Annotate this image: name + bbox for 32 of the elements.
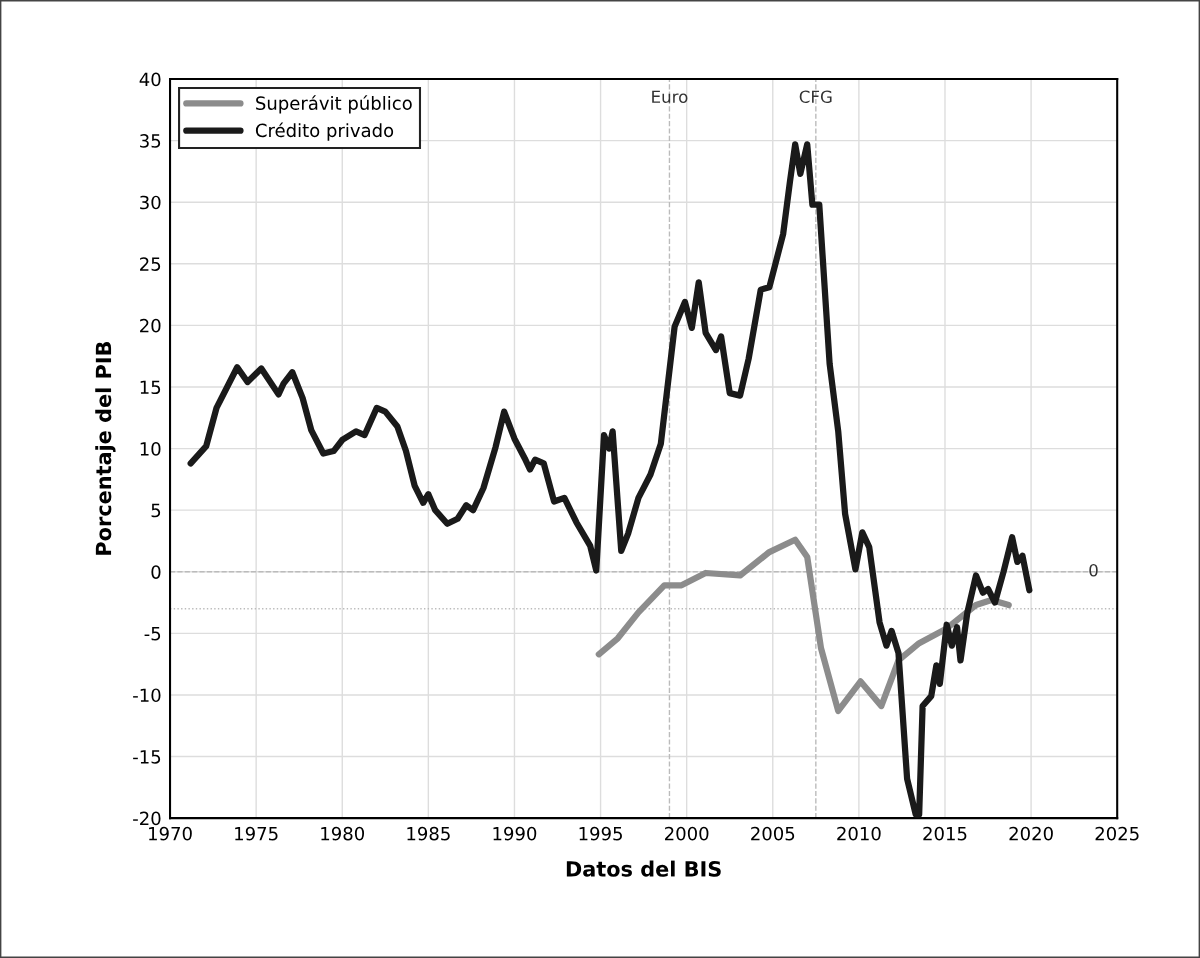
x-tick-label: 1995 bbox=[579, 826, 622, 841]
x-tick-label: 2025 bbox=[1095, 826, 1139, 841]
x-tick-label: 1985 bbox=[407, 826, 450, 841]
x-tick-label: 2005 bbox=[751, 826, 795, 841]
y-tick-label: 25 bbox=[140, 257, 161, 271]
x-axis-title: Datos del BIS bbox=[566, 860, 721, 877]
x-tick-label: 1980 bbox=[321, 826, 365, 841]
ref-line-label: CFG bbox=[799, 90, 832, 104]
y-tick-label: 15 bbox=[140, 380, 161, 395]
x-tick-label: 2010 bbox=[837, 826, 881, 841]
ref-line-label: Euro bbox=[652, 90, 688, 104]
y-tick-label: -10 bbox=[133, 688, 161, 703]
x-tick-label: 2020 bbox=[1009, 826, 1053, 841]
x-tick-label: 2000 bbox=[665, 826, 709, 841]
y-tick-label: 0 bbox=[151, 565, 161, 579]
ref-line-label: 0 bbox=[1089, 564, 1098, 577]
y-tick-label: 30 bbox=[140, 195, 161, 210]
x-tick-label: 1990 bbox=[493, 826, 537, 841]
legend-label: Superávit público bbox=[256, 95, 412, 114]
y-tick-label: -20 bbox=[133, 811, 161, 826]
y-tick-label: 40 bbox=[139, 72, 161, 87]
y-tick-label: -5 bbox=[144, 627, 161, 641]
y-tick-label: -15 bbox=[133, 750, 161, 764]
y-tick-label: 10 bbox=[140, 442, 161, 456]
y-tick-label: 20 bbox=[140, 318, 161, 333]
x-tick-label: 1970 bbox=[149, 826, 192, 841]
x-tick-label: 2015 bbox=[923, 826, 967, 841]
legend-label: Crédito privado bbox=[255, 122, 394, 141]
y-tick-label: 5 bbox=[151, 503, 161, 518]
x-tick-label: 1975 bbox=[235, 826, 278, 841]
y-tick-label: 35 bbox=[140, 134, 161, 148]
y-axis-title: Porcentaje del PIB bbox=[95, 342, 116, 555]
